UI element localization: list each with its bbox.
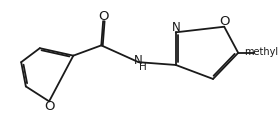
Text: methyl: methyl bbox=[244, 47, 278, 57]
Text: O: O bbox=[98, 10, 108, 23]
Text: H: H bbox=[139, 62, 147, 72]
Text: N: N bbox=[134, 54, 143, 67]
Text: N: N bbox=[172, 21, 180, 34]
Text: O: O bbox=[219, 15, 229, 29]
Text: O: O bbox=[44, 100, 54, 113]
